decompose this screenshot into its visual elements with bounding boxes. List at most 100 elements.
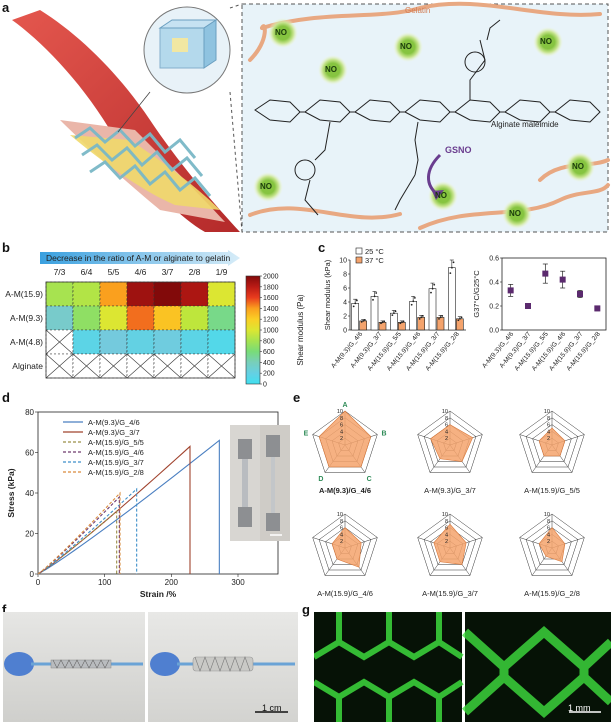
- line-ytick-label: 60: [25, 449, 34, 458]
- panel-d-label: d: [2, 390, 10, 405]
- heatmap-cell-empty: [45, 353, 74, 379]
- heatmap-cell: [153, 281, 182, 307]
- radar-tick-label: 2: [547, 436, 550, 442]
- heatmap-chart: 7/3 6/4 5/5 4/6 3/7 2/8 1/9 A-M(15.9) A-M(9.3) A-…: [5, 267, 305, 389]
- legend-swatch: [355, 247, 363, 255]
- heatmap-cell: [99, 305, 128, 331]
- radar-axis-label: D: [318, 476, 323, 483]
- line-series: [37, 491, 121, 575]
- colorbar-tick-label: 600: [263, 349, 275, 356]
- radar-tick-label: 8: [445, 416, 448, 422]
- heatmap-cell: [99, 281, 128, 307]
- bar-point: [459, 317, 461, 320]
- no-label-3: NO: [400, 42, 412, 51]
- bar-point: [363, 319, 366, 321]
- scale-bar-1mm: 1 mm: [568, 703, 591, 713]
- heatmap-cell: [153, 305, 182, 331]
- radar-tick-label: 10: [442, 512, 448, 518]
- colorbar-tick-label: 400: [263, 360, 275, 367]
- bar-point: [439, 316, 442, 319]
- bar-25c: [390, 312, 398, 331]
- heatmap-cell: [126, 281, 155, 307]
- bar-ytick-label: 0: [343, 328, 347, 335]
- radar-tick-label: 10: [544, 512, 550, 518]
- no-molecule-5: [253, 172, 283, 202]
- heatmap-col-label: 6/4: [81, 267, 93, 277]
- bar-point: [433, 283, 436, 286]
- radar-tick-label: 10: [442, 409, 448, 415]
- bar-37c: [436, 317, 445, 331]
- bar-point: [457, 319, 460, 322]
- bar-point: [451, 266, 453, 269]
- heatmap-row-label: A-M(15.9): [5, 289, 43, 299]
- bar-25c: [370, 296, 379, 331]
- radar-charts: 246810ABCDEA-M(9.3)/G_4/6246810A-M(9.3)/…: [304, 402, 585, 598]
- bar-ytick-label: 2: [343, 314, 347, 321]
- radar-tick-label: 10: [337, 512, 343, 518]
- radar-tick-label: 6: [340, 526, 343, 532]
- no-molecule-1: [268, 18, 298, 48]
- radar-tick-label: 2: [445, 539, 448, 545]
- heatmap-cell-empty: [180, 353, 209, 379]
- radar-tick-label: 8: [340, 416, 343, 422]
- radar-chart-name: A-M(9.3)/G_3/7: [424, 486, 476, 495]
- heatmap-cell-empty: [72, 353, 101, 379]
- radar-axis-label: E: [304, 430, 309, 437]
- legend-swatch: [355, 256, 363, 264]
- colorbar-tick-label: 1800: [263, 284, 279, 291]
- bar-point: [394, 310, 397, 313]
- panel-a-label: a: [2, 0, 10, 15]
- radar-tick-label: 2: [340, 436, 343, 442]
- colorbar-tick-label: 1600: [263, 295, 279, 302]
- colorbar-tick-label: 1200: [263, 317, 279, 324]
- no-label-1: NO: [275, 28, 287, 37]
- radar-chart-name: A-M(15.9)/G_5/5: [524, 486, 580, 495]
- bar-point: [452, 261, 455, 264]
- bar-point: [391, 314, 394, 317]
- bar-point: [441, 315, 444, 317]
- colorbar-tick-label: 200: [263, 371, 275, 378]
- scatter-point: [559, 276, 566, 283]
- radar-tick-label: 8: [547, 519, 550, 525]
- no-label-8: NO: [572, 162, 584, 171]
- radar-chart-name: A-M(15.9)/G_4/6: [317, 589, 373, 598]
- scatter-ytick-label: 0.2: [489, 304, 499, 311]
- bar-point: [354, 302, 357, 305]
- panel-b-label: b: [2, 240, 10, 255]
- radar-chart-name: A-M(15.9)/G_3/7: [422, 589, 478, 598]
- no-molecule-3: [393, 32, 423, 62]
- radar-area: [538, 427, 566, 457]
- stent-photo-drawing: [4, 652, 295, 713]
- zoom-circle: [117, 6, 231, 133]
- bar-point: [352, 305, 355, 308]
- bar-point: [401, 321, 403, 324]
- radar-area: [538, 527, 566, 563]
- heatmap-cell-empty: [45, 329, 74, 355]
- heatmap-cell: [207, 281, 236, 307]
- scatter-ytick-label: 0.4: [489, 280, 499, 287]
- line-legend-label: A-M(15.9)/G_3/7: [88, 458, 144, 467]
- bar-point: [421, 315, 424, 317]
- alginate-maleimide-label: Alginate maleimide: [491, 120, 559, 129]
- heatmap-col-label: 7/3: [54, 267, 66, 277]
- colorbar-tick-label: 1000: [263, 328, 279, 335]
- gelatin-label: Gelatin: [405, 6, 431, 15]
- heatmap-cell: [207, 329, 236, 355]
- line-xtick-label: 0: [36, 578, 41, 587]
- panel-g-label: g: [302, 602, 310, 617]
- line-series: [37, 439, 220, 575]
- no-molecule-4: [533, 27, 563, 57]
- bar-point: [438, 317, 440, 320]
- heatmap-cell: [99, 329, 128, 355]
- line-series: [37, 495, 120, 575]
- bar-ylabel: Shear modulus (kPa): [323, 259, 332, 330]
- colorbar-tick-label: 2000: [263, 274, 279, 281]
- no-label-6: NO: [435, 191, 447, 200]
- heatmap-cell-empty: [207, 353, 236, 379]
- bar-ytick-label: 10: [339, 258, 347, 265]
- radar-tick-label: 6: [547, 423, 550, 429]
- bar-25c: [409, 300, 417, 331]
